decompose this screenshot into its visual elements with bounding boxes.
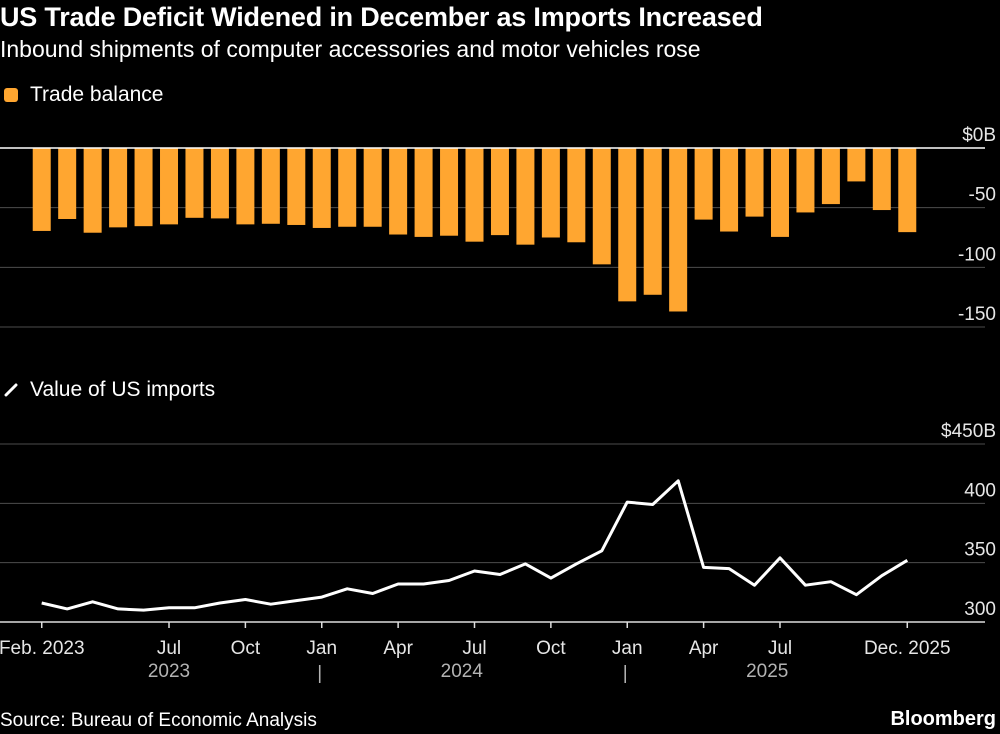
line-y-tick-label: 400	[964, 480, 996, 501]
bar	[567, 148, 586, 243]
bar	[821, 148, 840, 205]
bar-y-ticks: $0B -50 -100 -150	[958, 125, 996, 325]
bar	[669, 148, 688, 312]
bar-series	[32, 148, 917, 312]
chart-title: US Trade Deficit Widened in December as …	[0, 2, 763, 32]
bar	[872, 148, 891, 211]
bar	[643, 148, 662, 295]
x-tick-label: Jan	[612, 638, 643, 659]
bar	[210, 148, 229, 219]
x-tick-label: Dec. 2025	[864, 638, 951, 659]
bar	[389, 148, 408, 235]
bar	[770, 148, 789, 237]
x-tick-label: Apr	[383, 638, 413, 659]
x-year-separator: |	[623, 663, 628, 684]
line-y-tick-label: $450B	[941, 421, 996, 442]
x-year-label: 2024	[441, 661, 484, 682]
line-y-tick-label: 350	[964, 540, 996, 561]
bar-y-tick-label: -100	[958, 244, 996, 265]
bar	[796, 148, 815, 213]
bar	[490, 148, 509, 236]
legend-imports-label: Value of US imports	[30, 378, 216, 401]
bar-swatch-icon	[4, 88, 18, 102]
bar	[160, 148, 179, 225]
bar	[618, 148, 637, 302]
bar	[312, 148, 331, 228]
bar	[694, 148, 713, 220]
line-gridlines	[0, 443, 985, 623]
bar	[847, 148, 866, 182]
legend-imports: Value of US imports	[4, 378, 215, 402]
bar	[541, 148, 560, 238]
x-axis: Feb. 2023 Jul Oct Jan Apr Jul Oct Jan Apr Jul Dec.…	[0, 622, 951, 684]
bar	[261, 148, 280, 224]
bar-y-tick-label: $0B	[962, 125, 996, 146]
bar	[363, 148, 382, 227]
bar	[236, 148, 255, 225]
imports-line	[41, 479, 909, 612]
bar	[109, 148, 128, 228]
bar-y-tick-label: -50	[969, 185, 996, 206]
legend-trade-balance-label: Trade balance	[30, 83, 164, 106]
bar-y-tick-label: -150	[958, 304, 996, 325]
bar	[516, 148, 535, 245]
bar	[32, 148, 51, 231]
line-y-tick-label: 300	[964, 599, 996, 620]
bar	[465, 148, 484, 242]
bar	[134, 148, 153, 227]
bar	[338, 148, 357, 227]
bar	[287, 148, 306, 225]
bar	[720, 148, 739, 232]
x-year-label: 2023	[148, 661, 190, 682]
bar	[592, 148, 611, 265]
x-tick-label: Oct	[536, 638, 566, 659]
x-tick-label: Jul	[768, 638, 792, 659]
x-year-separator: |	[317, 663, 322, 684]
legend-trade-balance: Trade balance	[4, 83, 163, 107]
line-swatch-icon	[4, 383, 18, 397]
chart-subtitle: Inbound shipments of computer accessorie…	[0, 36, 701, 62]
x-tick-label: Jul	[462, 638, 486, 659]
bar	[898, 148, 917, 233]
bar	[414, 148, 433, 237]
imports-points	[41, 480, 908, 611]
x-tick-label: Apr	[689, 638, 719, 659]
bar	[58, 148, 77, 220]
bar	[440, 148, 459, 236]
x-tick-label: Feb. 2023	[0, 638, 85, 659]
x-tick-label: Jan	[306, 638, 337, 659]
line-y-ticks: $450B 400 350 300	[941, 421, 996, 620]
source-note: Source: Bureau of Economic Analysis	[0, 710, 317, 731]
x-year-label: 2025	[746, 661, 788, 682]
x-tick-label: Oct	[231, 638, 261, 659]
bar	[745, 148, 764, 217]
brand-logo: Bloomberg	[890, 708, 996, 730]
bar	[83, 148, 102, 233]
bar	[185, 148, 204, 218]
x-tick-label: Jul	[157, 638, 181, 659]
